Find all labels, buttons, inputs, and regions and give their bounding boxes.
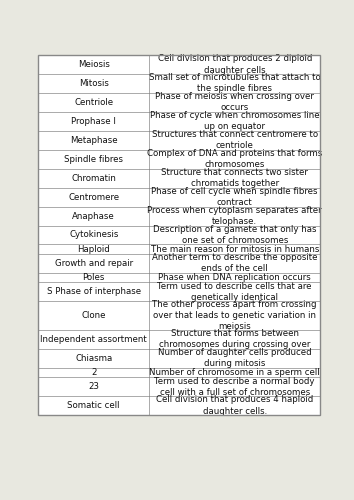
- Text: Complex of DNA and proteins that forms
chromosomes: Complex of DNA and proteins that forms c…: [147, 149, 322, 170]
- Text: Haploid: Haploid: [77, 244, 110, 254]
- Text: Phase when DNA replication occurs: Phase when DNA replication occurs: [158, 273, 311, 282]
- Text: Independent assortment: Independent assortment: [40, 334, 147, 344]
- Text: Process when cytoplasm separates after
telophase.: Process when cytoplasm separates after t…: [147, 206, 322, 226]
- Text: Cell division that produces 2 diploid
daughter cells: Cell division that produces 2 diploid da…: [158, 54, 312, 74]
- Text: Another term to describe the opposite
ends of the cell: Another term to describe the opposite en…: [152, 254, 318, 274]
- Bar: [38, 55, 320, 415]
- Text: Centriole: Centriole: [74, 98, 113, 107]
- Bar: [38, 55, 320, 415]
- Text: 23: 23: [88, 382, 99, 391]
- Text: Structure that forms between
chromosomes during crossing over: Structure that forms between chromosomes…: [159, 329, 310, 349]
- Text: Meiosis: Meiosis: [78, 60, 110, 69]
- Text: Cell division that produces 4 haploid
daughter cells.: Cell division that produces 4 haploid da…: [156, 396, 313, 415]
- Text: Term used to describe a normal body
cell with a full set of chromosomes: Term used to describe a normal body cell…: [154, 376, 315, 396]
- Text: Term used to describe cells that are
genetically identical: Term used to describe cells that are gen…: [158, 282, 312, 302]
- Text: Structure that connects two sister
chromatids together: Structure that connects two sister chrom…: [161, 168, 308, 188]
- Text: Poles: Poles: [82, 273, 105, 282]
- Text: Metaphase: Metaphase: [70, 136, 118, 145]
- Text: Phase of meiosis when crossing over
occurs: Phase of meiosis when crossing over occu…: [155, 92, 314, 112]
- Text: Spindle fibres: Spindle fibres: [64, 154, 123, 164]
- Text: The main reason for mitosis in humans: The main reason for mitosis in humans: [150, 244, 319, 254]
- Text: Clone: Clone: [81, 311, 106, 320]
- Text: S Phase of interphase: S Phase of interphase: [47, 288, 141, 296]
- Text: 2: 2: [91, 368, 96, 377]
- Text: Number of chromosome in a sperm cell: Number of chromosome in a sperm cell: [149, 368, 320, 377]
- Text: Structures that connect centromere to
centriole: Structures that connect centromere to ce…: [152, 130, 318, 150]
- Text: Mitosis: Mitosis: [79, 79, 109, 88]
- Text: Chromatin: Chromatin: [71, 174, 116, 182]
- Text: Anaphase: Anaphase: [72, 212, 115, 220]
- Text: Centromere: Centromere: [68, 192, 119, 202]
- Text: The other process apart from crossing
over that leads to genetic variation in
me: The other process apart from crossing ov…: [153, 300, 317, 331]
- Text: Phase of cell cycle when spindle fibres
contract: Phase of cell cycle when spindle fibres …: [152, 187, 318, 207]
- Text: Phase of cycle when chromosomes line
up on equator: Phase of cycle when chromosomes line up …: [150, 112, 320, 132]
- Text: Number of daughter cells produced
during mitosis: Number of daughter cells produced during…: [158, 348, 312, 368]
- Text: Description of a gamete that only has
one set of chromosomes: Description of a gamete that only has on…: [153, 225, 316, 245]
- Text: Small set of microtubules that attach to
the spindle fibres: Small set of microtubules that attach to…: [149, 74, 321, 94]
- Text: Cytokinesis: Cytokinesis: [69, 230, 118, 239]
- Text: Somatic cell: Somatic cell: [68, 401, 120, 410]
- Text: Chiasma: Chiasma: [75, 354, 112, 362]
- Text: Growth and repair: Growth and repair: [55, 259, 133, 268]
- Text: Prophase I: Prophase I: [71, 117, 116, 126]
